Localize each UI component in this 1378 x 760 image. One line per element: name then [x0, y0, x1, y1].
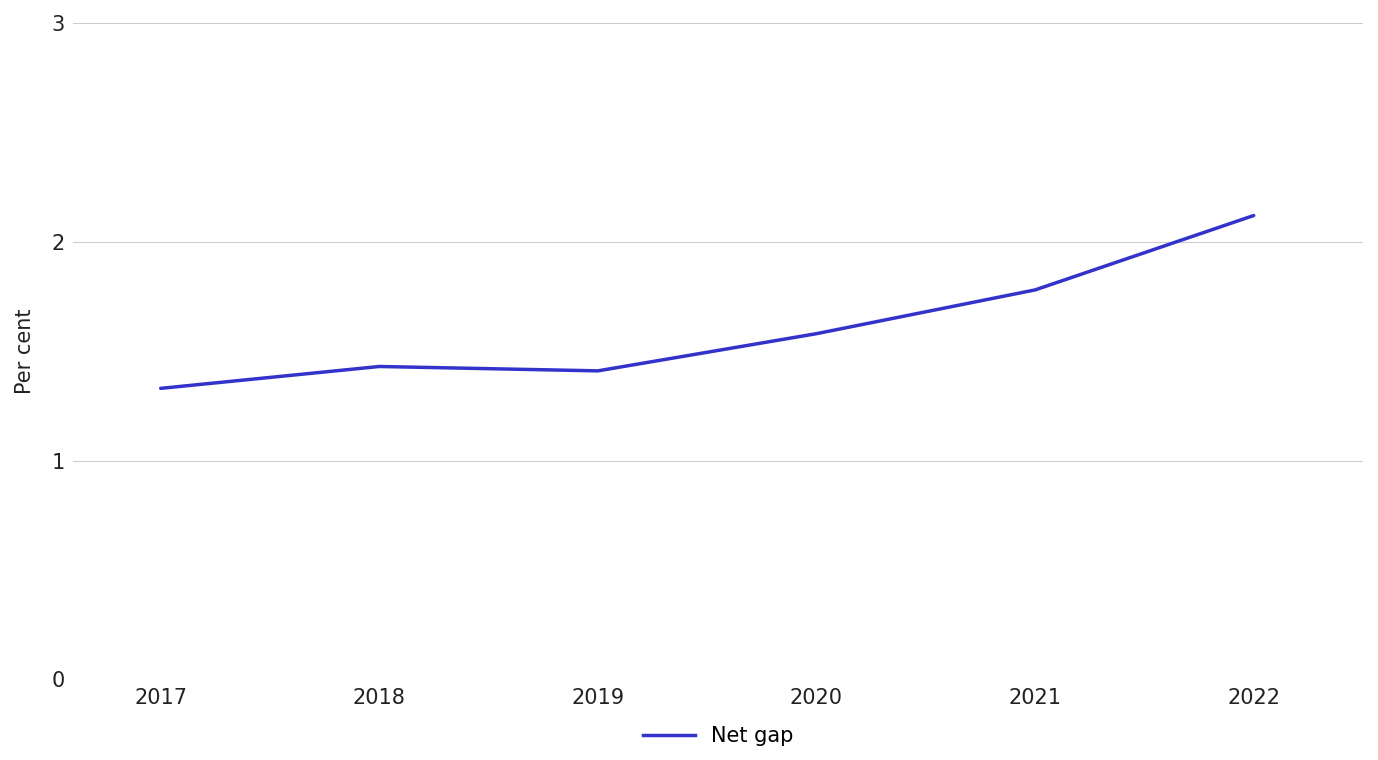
- Y-axis label: Per cent: Per cent: [15, 309, 34, 394]
- Legend: Net gap: Net gap: [634, 717, 802, 754]
